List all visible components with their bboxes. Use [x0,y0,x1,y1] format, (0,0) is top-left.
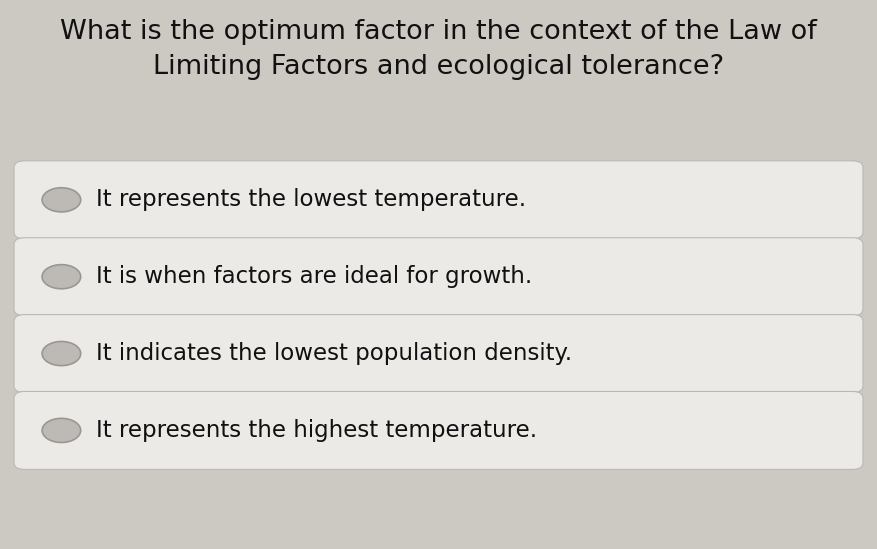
Text: It represents the highest temperature.: It represents the highest temperature. [96,419,538,442]
FancyBboxPatch shape [14,238,863,316]
FancyBboxPatch shape [14,161,863,239]
Text: It is when factors are ideal for growth.: It is when factors are ideal for growth. [96,265,532,288]
Circle shape [42,341,81,366]
Circle shape [42,188,81,212]
Circle shape [42,265,81,289]
Text: What is the optimum factor in the context of the Law of
Limiting Factors and eco: What is the optimum factor in the contex… [61,19,816,80]
Text: It represents the lowest temperature.: It represents the lowest temperature. [96,188,526,211]
Text: It indicates the lowest population density.: It indicates the lowest population densi… [96,342,573,365]
FancyBboxPatch shape [14,391,863,469]
Circle shape [42,418,81,442]
FancyBboxPatch shape [14,315,863,393]
